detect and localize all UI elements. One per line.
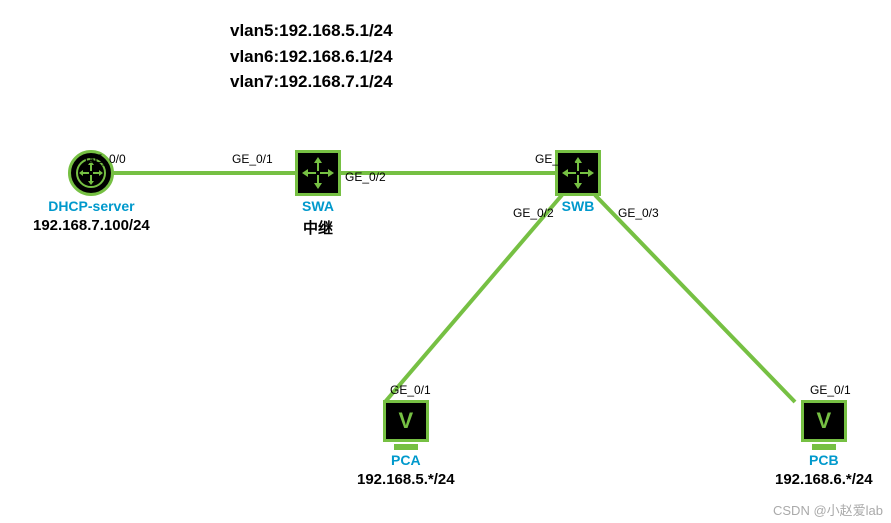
port-label: GE_0/1 (232, 152, 273, 166)
port-label: GE_0/1 (535, 152, 576, 166)
node-sublabel: 中继 (303, 217, 333, 238)
switch-icon (295, 150, 341, 196)
node-label: SWA (302, 198, 334, 214)
node-swa: SWA 中继 (295, 150, 341, 238)
port-label: GE_0/0 (85, 152, 126, 166)
link-swb-pca (385, 195, 562, 402)
pc-icon: V (801, 400, 847, 442)
port-label: GE_0/3 (618, 206, 659, 220)
node-sublabel: 192.168.5.*/24 (357, 471, 455, 488)
port-label: GE_0/2 (345, 170, 386, 184)
pc-v-letter: V (816, 408, 831, 434)
watermark: CSDN @小赵爱lab (773, 500, 883, 519)
vlan-line: vlan7:192.168.7.1/24 (230, 69, 393, 95)
node-label: PCB (809, 452, 839, 468)
vlan-line: vlan6:192.168.6.1/24 (230, 44, 393, 70)
node-pcb: V PCB 192.168.6.*/24 (775, 400, 873, 488)
port-label: GE_0/2 (513, 206, 554, 220)
node-pca: V PCA 192.168.5.*/24 (357, 400, 455, 488)
link-swb-pcb (595, 195, 795, 402)
pc-icon: V (383, 400, 429, 442)
node-sublabel: 192.168.6.*/24 (775, 471, 873, 488)
node-label: DHCP-server (48, 198, 134, 214)
pc-stand (394, 444, 418, 450)
vlan-line: vlan5:192.168.5.1/24 (230, 18, 393, 44)
node-label: PCA (391, 452, 421, 468)
port-label: GE_0/1 (810, 383, 851, 397)
pc-stand (812, 444, 836, 450)
vlan-info-block: vlan5:192.168.5.1/24 vlan6:192.168.6.1/2… (230, 18, 393, 95)
node-sublabel: 192.168.7.100/24 (33, 217, 150, 234)
port-label: GE_0/1 (390, 383, 431, 397)
pc-v-letter: V (398, 408, 413, 434)
node-label: SWB (562, 198, 595, 214)
